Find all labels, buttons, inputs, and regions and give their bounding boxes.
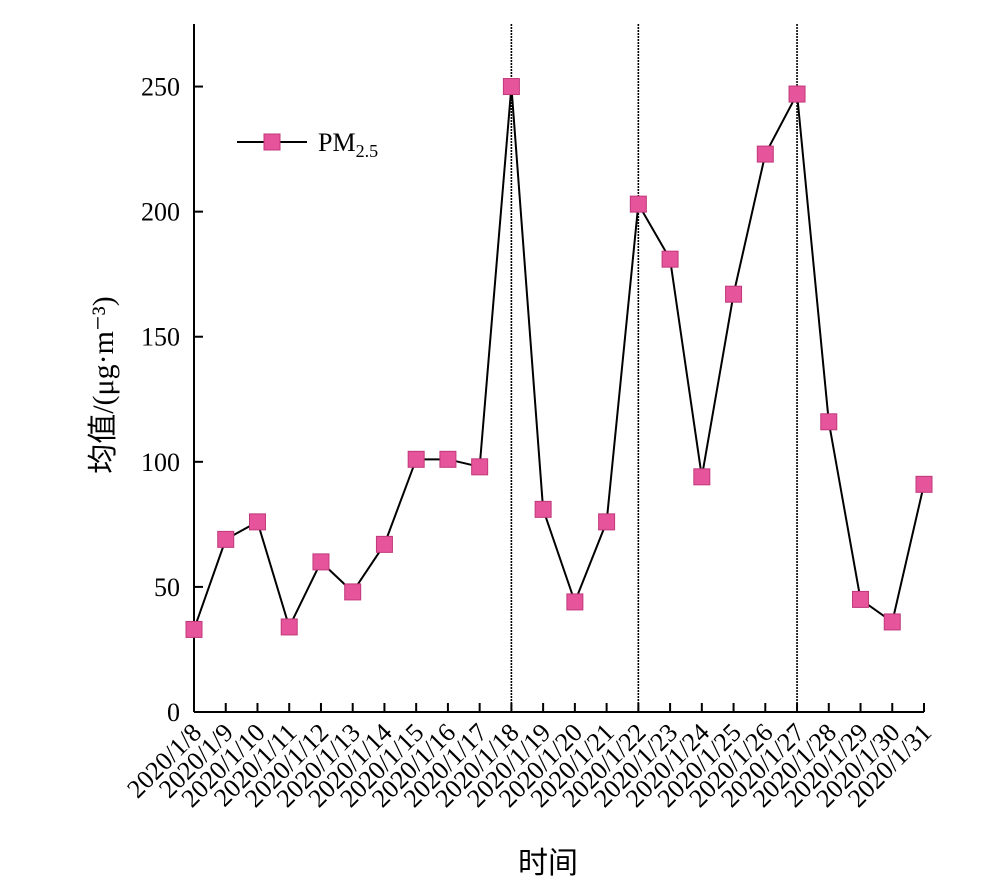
data-point [725,285,743,303]
y-tick-label: 0 [167,698,180,727]
series-line [193,86,925,630]
legend-label-sub: 2.5 [356,141,379,161]
data-point [280,618,298,636]
data-point [471,458,489,476]
data-point [693,468,711,486]
data-point [312,553,330,571]
data-point [629,195,647,213]
y-tick-label: 150 [141,323,180,352]
data-point [788,85,806,103]
data-point [883,613,901,631]
data-point [534,500,552,518]
data-point [439,450,457,468]
y-axis-title: 均值/(μg·m⁻³) [87,296,120,474]
legend-marker [263,133,281,151]
legend-label: PM2.5 [318,128,378,161]
data-point [852,590,870,608]
legend: PM2.5 [237,128,378,161]
y-tick-label: 200 [141,198,180,227]
y-tick-label: 250 [141,73,180,102]
data-point [344,583,362,601]
vertical-marker-lines [510,24,798,712]
data-point [502,78,520,96]
series-pm25 [185,78,933,638]
y-axis-ticks: 0 50 100 150 200 250 [141,73,203,727]
data-point [375,535,393,553]
data-point [598,513,616,531]
data-point [185,620,203,638]
data-point [566,593,584,611]
data-point [915,475,933,493]
axes [193,24,924,713]
data-point [407,450,425,468]
y-tick-label: 100 [141,448,180,477]
data-point [820,413,838,431]
data-point [248,513,266,531]
data-point [756,145,774,163]
data-point [217,530,235,548]
x-axis-title: 时间 [518,847,578,880]
y-tick-label: 50 [154,573,180,602]
x-axis-ticks: 2020/1/82020/1/92020/1/102020/1/112020/1… [121,703,937,813]
legend-label-main: PM [318,128,356,157]
data-point [661,250,679,268]
